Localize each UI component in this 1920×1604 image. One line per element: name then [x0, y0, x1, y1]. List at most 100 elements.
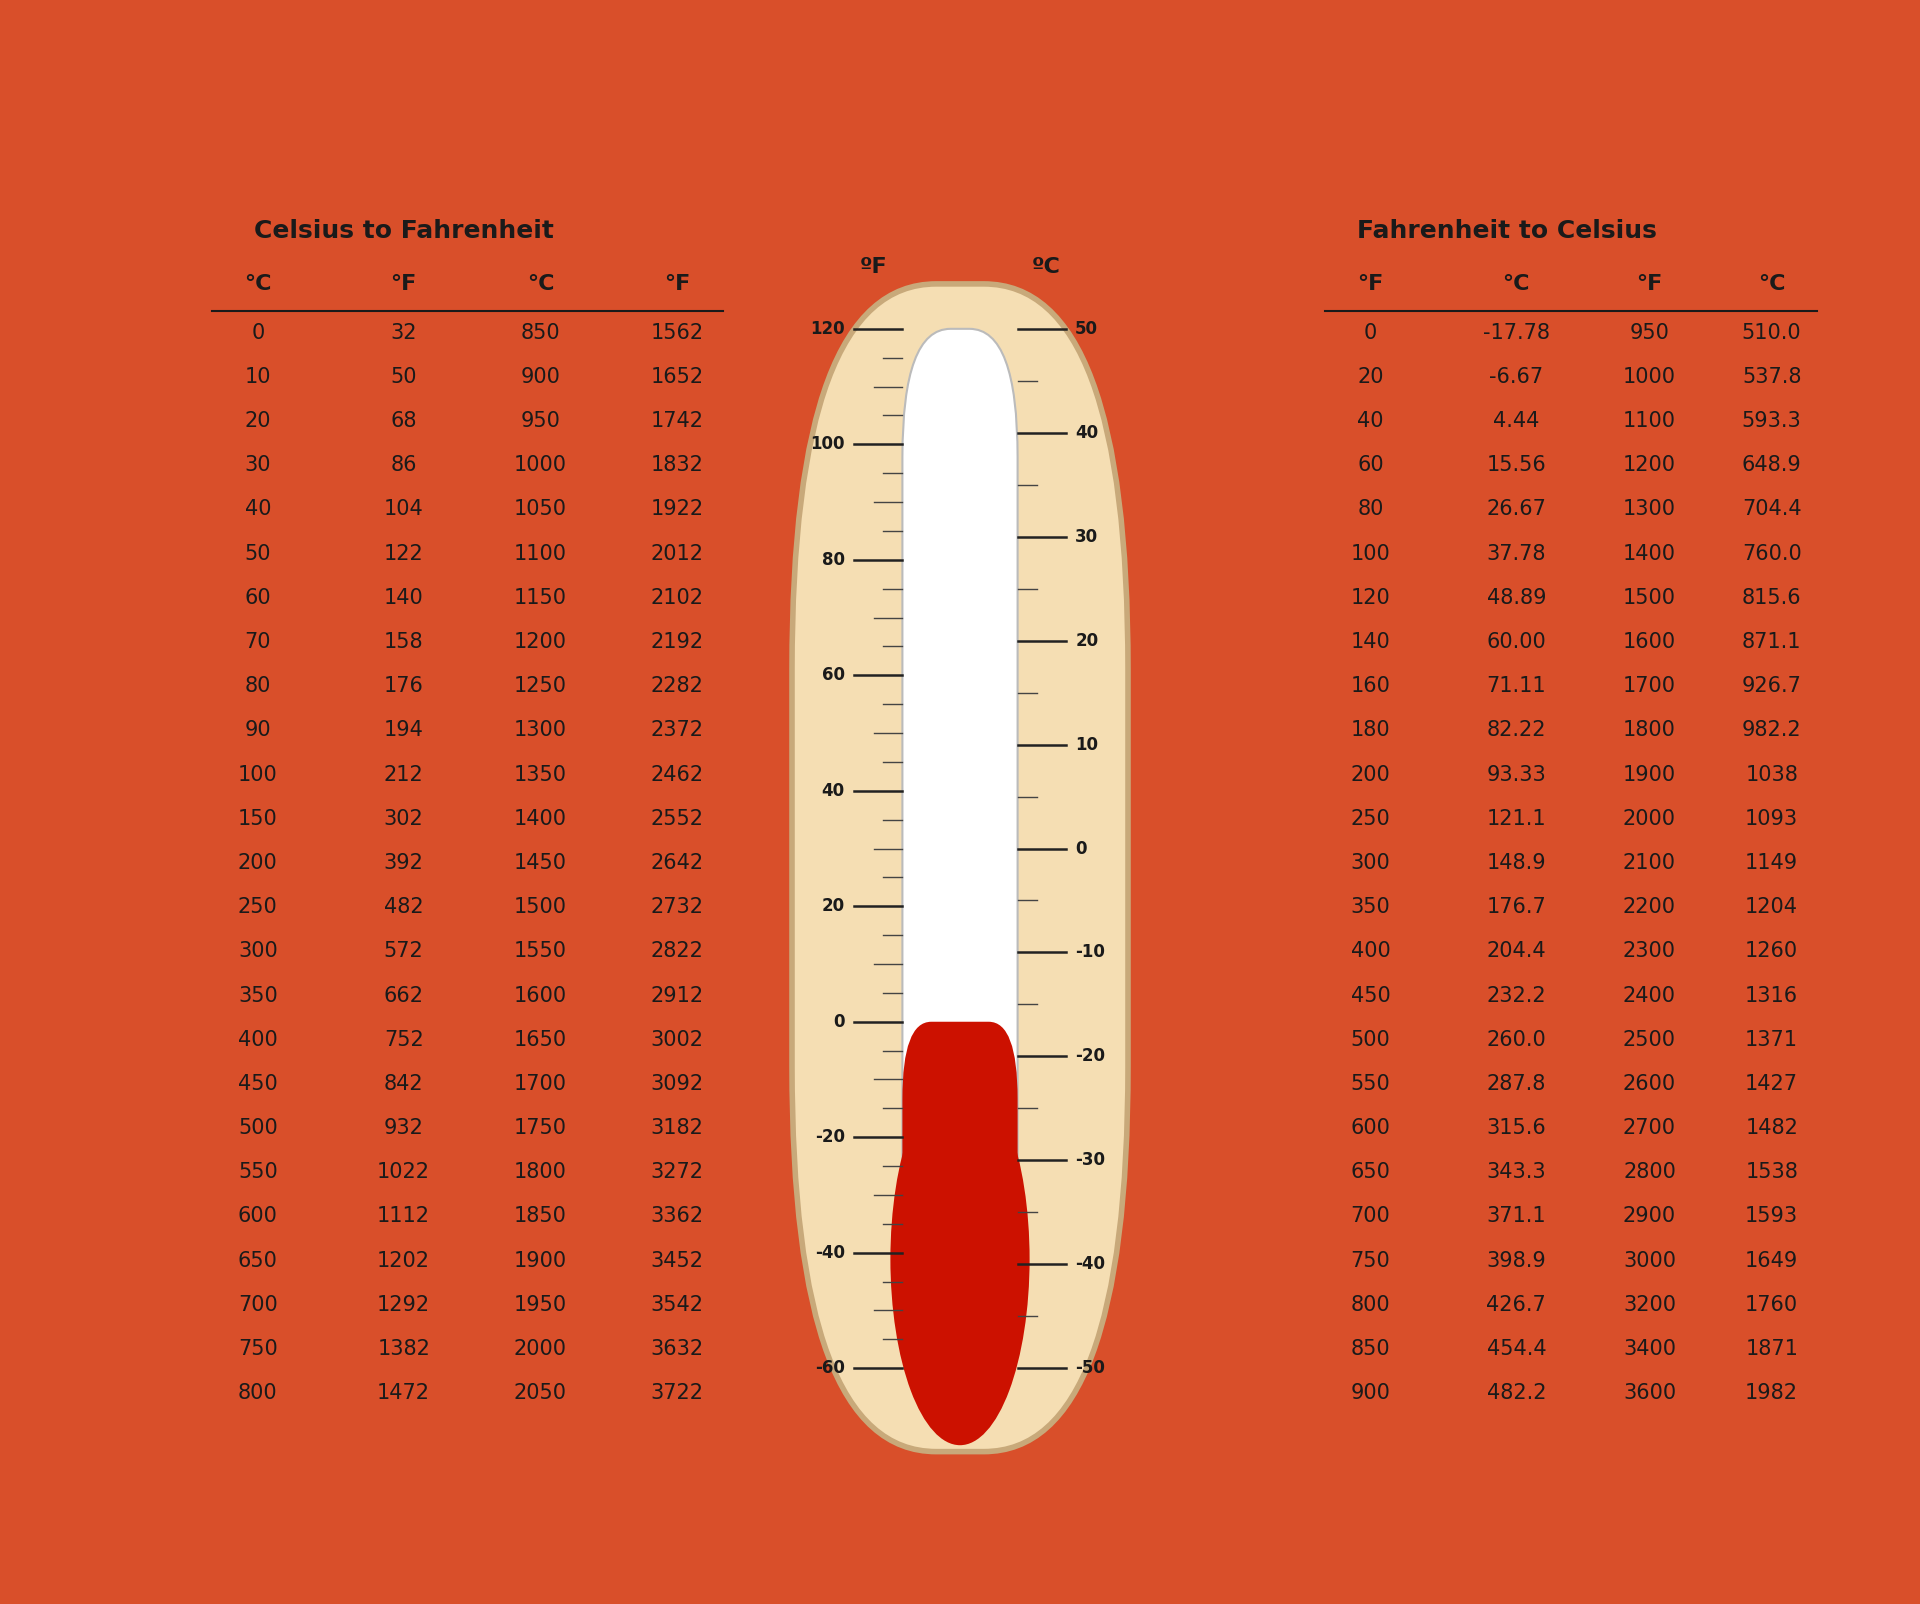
Text: 800: 800 — [1350, 1294, 1390, 1315]
Text: 2102: 2102 — [651, 587, 705, 608]
Text: -20: -20 — [1075, 1047, 1106, 1065]
Text: 600: 600 — [1350, 1118, 1390, 1139]
Text: 926.7: 926.7 — [1741, 677, 1801, 696]
Text: 1922: 1922 — [651, 499, 705, 520]
Text: 86: 86 — [390, 456, 417, 475]
Text: 392: 392 — [384, 853, 424, 873]
Text: 50: 50 — [244, 544, 271, 563]
Text: 158: 158 — [384, 632, 424, 651]
Text: 37.78: 37.78 — [1486, 544, 1546, 563]
Text: 1700: 1700 — [1622, 677, 1676, 696]
Text: 871.1: 871.1 — [1741, 632, 1801, 651]
Text: Fahrenheit to Celsius: Fahrenheit to Celsius — [1357, 218, 1657, 242]
Text: 1400: 1400 — [515, 808, 566, 829]
Text: 1038: 1038 — [1745, 765, 1799, 784]
Text: 100: 100 — [238, 765, 278, 784]
Text: 1022: 1022 — [376, 1163, 430, 1182]
Text: 2000: 2000 — [1622, 808, 1676, 829]
Text: 842: 842 — [384, 1075, 424, 1094]
Text: 900: 900 — [520, 367, 561, 387]
Text: 1650: 1650 — [515, 1030, 566, 1049]
Text: 482.2: 482.2 — [1486, 1383, 1546, 1404]
Text: 850: 850 — [1350, 1339, 1390, 1359]
Text: 537.8: 537.8 — [1741, 367, 1801, 387]
Text: 1562: 1562 — [651, 322, 705, 343]
Text: 176.7: 176.7 — [1486, 897, 1546, 917]
Text: -50: -50 — [1075, 1359, 1106, 1378]
Text: 343.3: 343.3 — [1486, 1163, 1546, 1182]
Text: -17.78: -17.78 — [1482, 322, 1549, 343]
Text: 1550: 1550 — [515, 942, 566, 961]
Text: 71.11: 71.11 — [1486, 677, 1546, 696]
Text: 200: 200 — [1350, 765, 1390, 784]
Text: 0: 0 — [1363, 322, 1377, 343]
Text: 60.00: 60.00 — [1486, 632, 1546, 651]
Text: 100: 100 — [810, 435, 845, 454]
Text: 48.89: 48.89 — [1486, 587, 1546, 608]
Text: 1800: 1800 — [1622, 720, 1676, 741]
Text: 1500: 1500 — [515, 897, 566, 917]
Text: -30: -30 — [1075, 1152, 1106, 1169]
Text: 3362: 3362 — [651, 1206, 705, 1227]
Text: 572: 572 — [384, 942, 424, 961]
Text: 650: 650 — [1350, 1163, 1390, 1182]
Text: 400: 400 — [1350, 942, 1390, 961]
Text: 1400: 1400 — [1622, 544, 1676, 563]
Text: 2600: 2600 — [1622, 1075, 1676, 1094]
Text: 760.0: 760.0 — [1741, 544, 1801, 563]
Text: 212: 212 — [384, 765, 424, 784]
Text: 0: 0 — [1075, 839, 1087, 858]
Text: 1750: 1750 — [515, 1118, 566, 1139]
Text: 232.2: 232.2 — [1486, 985, 1546, 1006]
Text: 1800: 1800 — [515, 1163, 566, 1182]
Text: 121.1: 121.1 — [1486, 808, 1546, 829]
Text: 3092: 3092 — [651, 1075, 705, 1094]
Text: 60: 60 — [1357, 456, 1384, 475]
Text: 1982: 1982 — [1745, 1383, 1799, 1404]
Text: 2100: 2100 — [1622, 853, 1676, 873]
Text: 30: 30 — [1075, 528, 1098, 545]
Text: 2300: 2300 — [1622, 942, 1676, 961]
Text: 20: 20 — [1357, 367, 1384, 387]
Text: 3272: 3272 — [651, 1163, 705, 1182]
Text: 1200: 1200 — [515, 632, 566, 651]
Text: 982.2: 982.2 — [1741, 720, 1801, 741]
Text: 250: 250 — [238, 897, 278, 917]
Text: 650: 650 — [238, 1251, 278, 1270]
Text: 750: 750 — [238, 1339, 278, 1359]
Text: 20: 20 — [1075, 632, 1098, 650]
Text: 2400: 2400 — [1622, 985, 1676, 1006]
Text: 600: 600 — [238, 1206, 278, 1227]
Text: 50: 50 — [390, 367, 417, 387]
Text: 1050: 1050 — [515, 499, 566, 520]
Text: 932: 932 — [384, 1118, 424, 1139]
Text: 752: 752 — [384, 1030, 424, 1049]
Text: 20: 20 — [244, 411, 271, 431]
Text: 750: 750 — [1350, 1251, 1390, 1270]
Text: 1202: 1202 — [376, 1251, 430, 1270]
Text: Temperature Conversion Chart: Temperature Conversion Chart — [265, 93, 1655, 172]
Text: 180: 180 — [1350, 720, 1390, 741]
Text: 482: 482 — [384, 897, 424, 917]
Text: 950: 950 — [1630, 322, 1668, 343]
Text: 1482: 1482 — [1745, 1118, 1799, 1139]
Text: 302: 302 — [384, 808, 424, 829]
Text: 1292: 1292 — [376, 1294, 430, 1315]
Text: 2500: 2500 — [1622, 1030, 1676, 1049]
Text: 60: 60 — [822, 666, 845, 685]
Text: 2282: 2282 — [651, 677, 705, 696]
Circle shape — [891, 1073, 1029, 1445]
Text: 1204: 1204 — [1745, 897, 1799, 917]
Text: 26.67: 26.67 — [1486, 499, 1546, 520]
Text: °F: °F — [390, 274, 417, 294]
Text: 1093: 1093 — [1745, 808, 1799, 829]
Text: 2000: 2000 — [515, 1339, 566, 1359]
FancyBboxPatch shape — [902, 1022, 1018, 1368]
Text: 2912: 2912 — [651, 985, 705, 1006]
Text: 2050: 2050 — [515, 1383, 566, 1404]
Text: 3452: 3452 — [651, 1251, 705, 1270]
Text: 0: 0 — [252, 322, 265, 343]
Text: 250: 250 — [1350, 808, 1390, 829]
Text: 1871: 1871 — [1745, 1339, 1799, 1359]
Text: 662: 662 — [384, 985, 424, 1006]
